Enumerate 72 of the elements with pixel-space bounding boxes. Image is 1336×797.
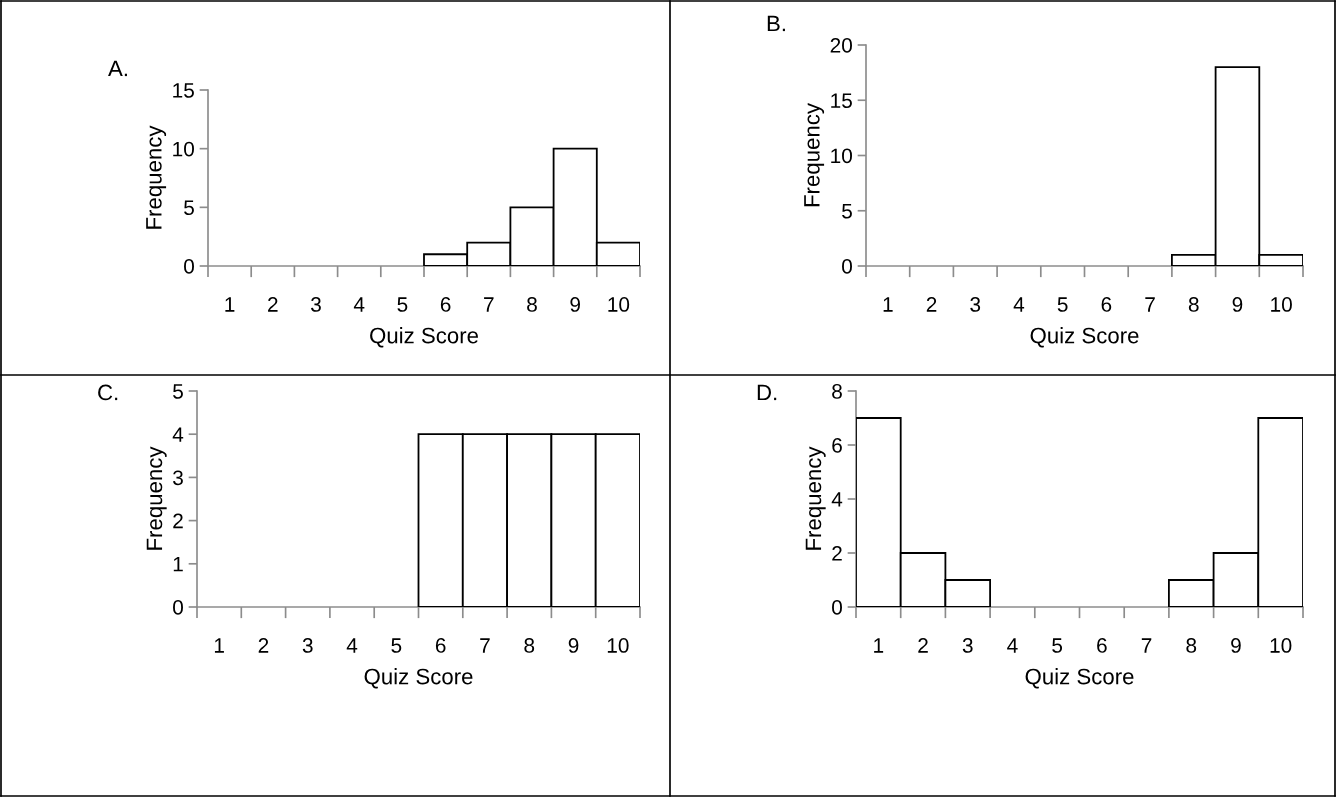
x-tick-label: 4 — [1007, 638, 1018, 653]
x-tick-label: 6 — [440, 297, 451, 312]
y-tick-label: 5 — [842, 203, 852, 219]
x-tick-label: 7 — [480, 638, 490, 653]
y-tick-label: 5 — [184, 200, 194, 216]
x-tick-label: 5 — [397, 297, 408, 312]
x-tick-label: 3 — [970, 297, 981, 312]
x-axis-title: Quiz Score — [364, 668, 473, 689]
y-tick-label: 0 — [184, 259, 194, 274]
y-tick-label: 8 — [832, 384, 842, 399]
x-tick-label: 1 — [214, 638, 224, 653]
x-tick-label: 10 — [607, 638, 629, 653]
x-tick-label: 2 — [926, 297, 937, 312]
x-tick-label: 8 — [524, 638, 535, 653]
x-tick-label: 10 — [1270, 638, 1292, 653]
x-tick-label: 2 — [268, 297, 278, 312]
x-tick-label: 1 — [225, 297, 235, 312]
x-tick-label: 3 — [311, 297, 321, 312]
y-tick-label: 0 — [832, 600, 842, 615]
y-tick-label: 10 — [831, 148, 852, 164]
x-tick-label: 4 — [1013, 297, 1025, 312]
x-tick-label: 7 — [484, 297, 494, 312]
y-tick-label: 15 — [173, 83, 194, 98]
x-axis-title: Quiz Score — [370, 327, 478, 348]
x-tick-label: 8 — [527, 297, 537, 312]
y-tick-label: 2 — [832, 546, 842, 561]
x-axis-title: Quiz Score — [1025, 668, 1134, 689]
x-tick-label: 8 — [1188, 297, 1199, 312]
y-axis-title: Frequency — [805, 446, 826, 550]
x-tick-label: 6 — [435, 638, 446, 653]
x-tick-label: 5 — [1057, 297, 1068, 312]
y-tick-label: 5 — [173, 384, 183, 399]
y-tick-label: 3 — [173, 470, 183, 486]
chart-title: A. — [108, 60, 127, 77]
x-tick-label: 10 — [1271, 297, 1292, 312]
chart-title: B. — [767, 15, 785, 32]
y-tick-label: 2 — [173, 513, 183, 529]
y-tick-label: 20 — [830, 38, 852, 53]
x-tick-label: 2 — [918, 638, 928, 653]
y-tick-label: 0 — [173, 600, 183, 615]
chart-title: C. — [98, 384, 118, 401]
y-tick-label: 10 — [173, 141, 194, 157]
y-tick-label: 0 — [842, 259, 852, 274]
x-tick-label: 6 — [1101, 297, 1112, 312]
x-tick-label: 1 — [874, 638, 884, 653]
x-tick-label: 7 — [1145, 297, 1155, 312]
x-tick-label: 9 — [1232, 297, 1243, 312]
x-tick-label: 7 — [1141, 638, 1152, 653]
x-tick-label: 2 — [258, 638, 269, 653]
x-tick-label: 9 — [568, 638, 579, 653]
x-tick-label: 9 — [570, 297, 581, 312]
y-tick-label: 15 — [831, 93, 852, 108]
x-tick-label: 4 — [353, 297, 365, 312]
y-axis-title: Frequency — [146, 125, 167, 229]
x-tick-label: 4 — [346, 638, 358, 653]
x-tick-label: 3 — [962, 638, 973, 653]
x-axis-title: Quiz Score — [1030, 327, 1139, 348]
y-tick-label: 4 — [172, 427, 184, 442]
x-tick-label: 5 — [391, 638, 402, 653]
y-axis-title: Frequency — [804, 103, 825, 207]
x-tick-label: 6 — [1097, 638, 1107, 653]
x-tick-label: 5 — [1052, 638, 1063, 653]
y-tick-label: 1 — [173, 557, 183, 572]
x-tick-label: 1 — [883, 297, 893, 312]
chart-title: D. — [757, 384, 777, 401]
x-tick-label: 10 — [608, 297, 630, 312]
x-tick-label: 8 — [1186, 638, 1197, 653]
x-tick-label: 9 — [1231, 638, 1241, 653]
x-tick-label: 3 — [302, 638, 313, 653]
y-axis-title: Frequency — [146, 446, 167, 550]
y-tick-label: 4 — [831, 492, 843, 507]
y-tick-label: 6 — [832, 438, 842, 453]
